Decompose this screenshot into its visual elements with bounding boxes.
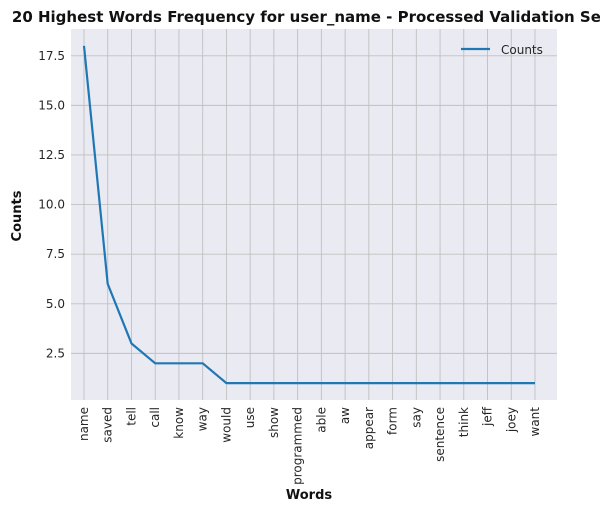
x-tick-label: use — [243, 407, 257, 428]
x-tick-label: way — [196, 407, 210, 431]
y-tick-labels: 2.5 5.0 7.5 10.0 12.5 15.0 17.5 — [38, 49, 65, 361]
plot-area — [71, 29, 557, 400]
legend-label-counts: Counts — [501, 43, 543, 57]
x-tick-label: saved — [101, 407, 115, 443]
x-tick-label: say — [409, 407, 423, 428]
x-tick-label: sentence — [433, 407, 447, 462]
x-tick-label: appear — [362, 407, 376, 449]
x-tick-label: joey — [504, 407, 518, 433]
y-axis-label: Counts — [10, 190, 25, 241]
x-tick-label: call — [148, 407, 162, 428]
x-tick-label: name — [77, 407, 91, 441]
x-tick-label: tell — [124, 407, 138, 426]
x-tick-label: jeff — [481, 406, 495, 427]
x-tick-label: form — [386, 407, 400, 435]
y-tick-label: 7.5 — [46, 247, 65, 261]
y-tick-label: 5.0 — [46, 297, 65, 311]
legend: Counts — [461, 43, 543, 57]
x-tick-label: show — [267, 407, 281, 438]
series-line-counts — [82, 45, 535, 385]
x-tick-label: know — [172, 407, 186, 439]
x-tick-label: think — [457, 407, 471, 437]
x-axis-label: Words — [286, 488, 333, 503]
y-tick-label: 10.0 — [38, 198, 65, 212]
x-tick-label: programmed — [291, 407, 305, 485]
y-tick-label: 17.5 — [38, 49, 65, 63]
y-tick-label: 15.0 — [38, 98, 65, 112]
chart-title: 20 Highest Words Frequency for user_name… — [12, 8, 600, 26]
x-tick-labels: name saved tell call know way would use show prog… — [77, 406, 542, 485]
y-tick-label: 2.5 — [46, 346, 65, 360]
x-tick-label: aw — [338, 407, 352, 424]
y-tick-label: 12.5 — [38, 148, 65, 162]
grid — [71, 29, 557, 400]
x-tick-label: would — [219, 407, 233, 443]
x-tick-label: want — [528, 407, 542, 437]
x-tick-label: able — [314, 407, 328, 433]
